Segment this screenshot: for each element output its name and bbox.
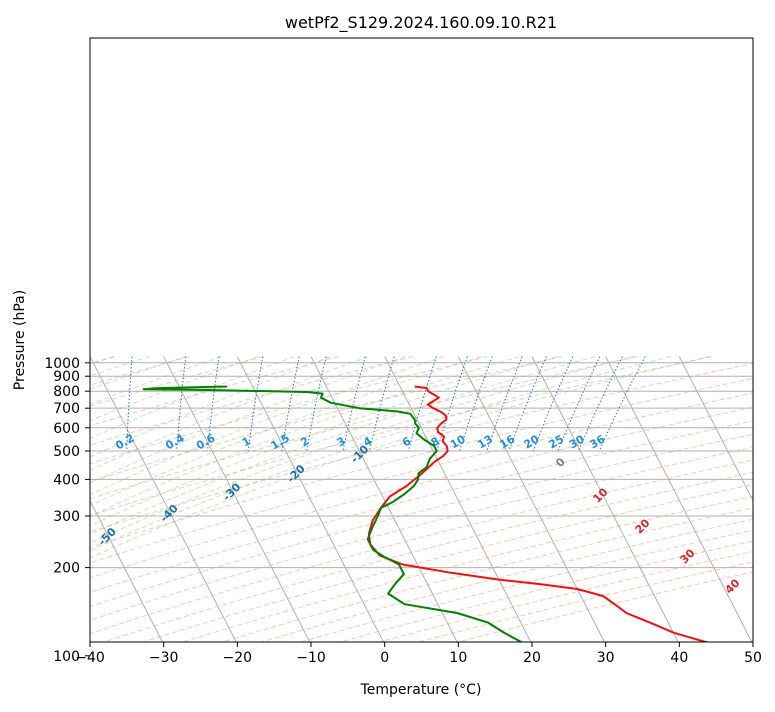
y-tick-label: 1000	[44, 356, 80, 372]
chart-title: wetPf2_S129.2024.160.09.10.R21	[285, 13, 557, 33]
y-tick-label: 500	[53, 444, 80, 460]
x-tick-label: 30	[597, 650, 615, 666]
y-axis-label: Pressure (hPa)	[12, 290, 28, 390]
x-tick-label: 40	[670, 650, 688, 666]
y-tick-label: 600	[53, 421, 80, 437]
x-tick-label: 0	[380, 650, 389, 666]
y-tick-label: 300	[53, 509, 80, 525]
x-tick-label: 50	[744, 650, 762, 666]
x-tick-label: −10	[296, 650, 326, 666]
x-tick-label: −20	[223, 650, 253, 666]
x-tick-label: 20	[523, 650, 541, 666]
y-tick-label: 100	[53, 649, 80, 665]
x-axis-label: Temperature (°C)	[360, 682, 482, 698]
y-tick-label: 800	[53, 384, 80, 400]
y-tick-label: 400	[53, 472, 80, 488]
y-tick-label: 700	[53, 401, 80, 417]
x-tick-label: −30	[149, 650, 179, 666]
y-tick-label: 200	[53, 561, 80, 577]
x-tick-label: 10	[449, 650, 467, 666]
